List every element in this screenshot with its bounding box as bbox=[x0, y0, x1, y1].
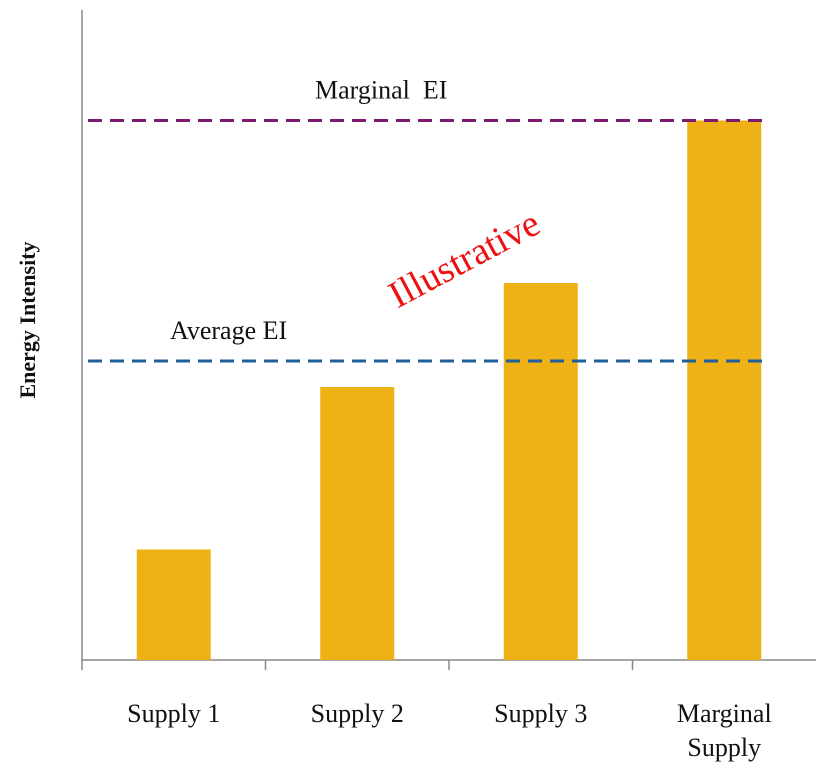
bar bbox=[503, 283, 578, 660]
bar bbox=[687, 120, 762, 660]
bar bbox=[136, 549, 211, 660]
x-tick-label: Supply 2 bbox=[310, 699, 404, 728]
x-tick-label: Supply 1 bbox=[127, 699, 221, 728]
reference-label: Marginal EI bbox=[315, 76, 447, 105]
x-tick-label: Marginal Supply bbox=[676, 699, 772, 762]
bar bbox=[320, 387, 395, 660]
reference-label: Average EI bbox=[170, 316, 287, 345]
y-axis-label: Energy Intensity bbox=[15, 241, 40, 398]
x-tick-label: Supply 3 bbox=[494, 699, 588, 728]
